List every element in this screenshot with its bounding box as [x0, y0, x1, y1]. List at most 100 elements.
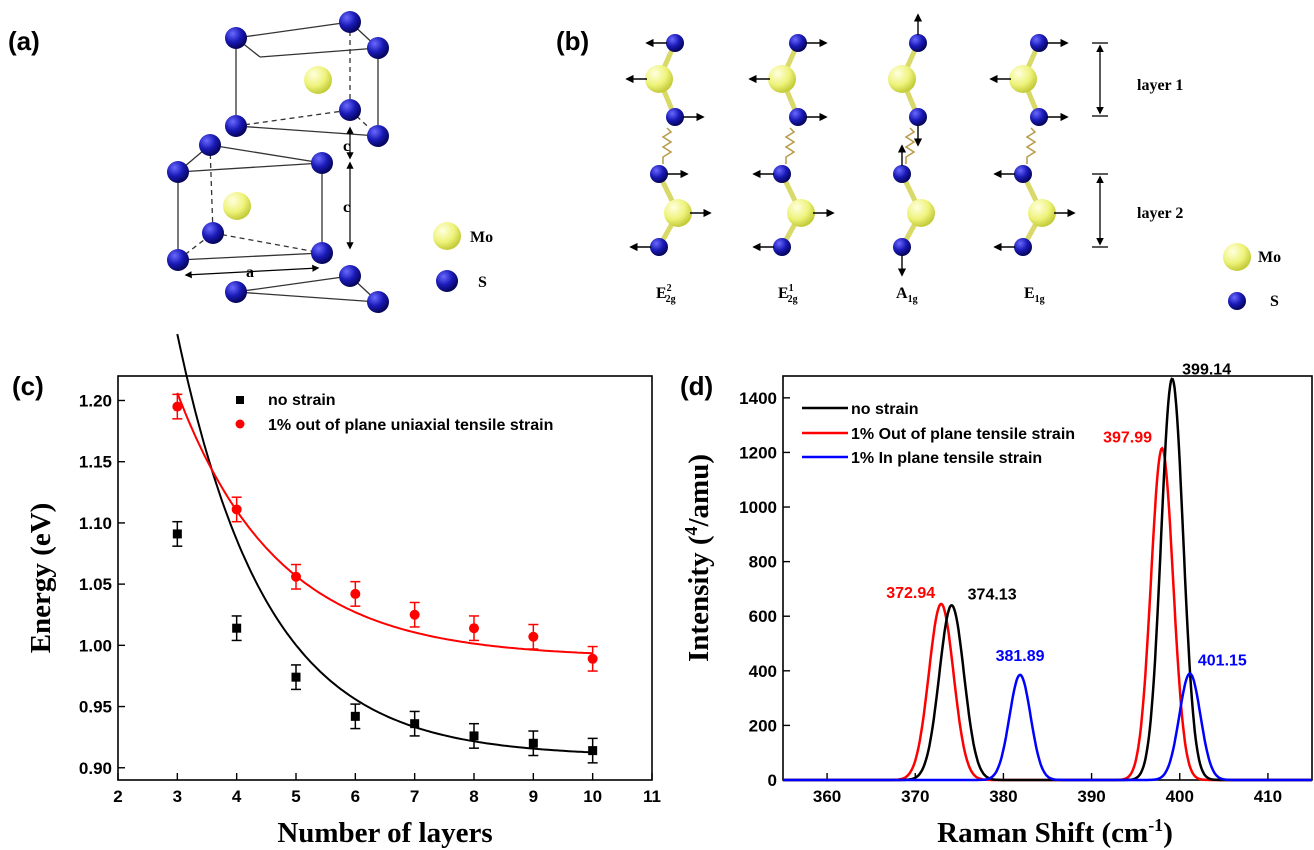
y-tick-label: 1.00 — [79, 636, 112, 655]
mo-atom — [304, 66, 332, 94]
data-point — [528, 738, 538, 748]
y-tick-label: 200 — [749, 716, 777, 735]
x-tick-label: 6 — [351, 787, 360, 806]
dim-c-half-label: c — [343, 138, 350, 155]
y-tick-label: 600 — [749, 607, 777, 626]
s-atom — [367, 37, 389, 59]
atoms-a — [167, 11, 389, 313]
mode-diagram — [888, 13, 935, 277]
data-point — [528, 631, 539, 642]
s-atom — [367, 125, 389, 147]
x-tick-label: 10 — [583, 787, 602, 806]
dim-a-label: a — [246, 264, 254, 281]
y-tick-label: 800 — [749, 553, 777, 572]
layer-2-label: layer 2 — [1137, 205, 1183, 222]
legend-mo-swatch — [433, 222, 461, 250]
x-tick-label: 5 — [291, 787, 300, 806]
data-point — [409, 609, 420, 620]
panel-c-x-axis-title: Number of layers — [277, 817, 492, 849]
mode-e1g-label: E1g — [1024, 285, 1045, 305]
legend-mo-swatch — [1223, 243, 1251, 271]
s-atom — [225, 115, 247, 137]
panel-a-crystal-structure: (a) — [8, 11, 493, 313]
data-point — [291, 571, 301, 582]
s-atom — [167, 161, 189, 183]
legend-no-strain-label: no strain — [851, 401, 919, 418]
panel-b-vibration-modes: (b) E2 2g E1 2g A1g E1g layer 1 layer 2 Mo… — [556, 13, 1281, 310]
y-tick-label: 400 — [749, 662, 777, 681]
dim-c-label: c — [343, 199, 350, 216]
y-tick-label: 0.95 — [79, 698, 112, 717]
y-tick-label: 1.15 — [79, 453, 112, 472]
mo-atom — [768, 65, 796, 93]
mode-diagram — [748, 34, 835, 256]
s-atom — [225, 27, 247, 49]
y-tick-label: 1200 — [739, 443, 777, 462]
x-tick-label: 11 — [643, 787, 661, 806]
legend-out-of-plane-marker — [235, 419, 245, 429]
mode-labels: E2 2g E1 2g A1g E1g — [656, 283, 1045, 305]
x-tick-label: 410 — [1254, 787, 1282, 806]
spectrum-line — [783, 446, 1312, 782]
mode-diagrams — [625, 13, 1076, 277]
s-atom — [773, 165, 791, 183]
legend-in-plane-label: 1% In plane tensile strain — [851, 450, 1042, 467]
mode-diagram — [625, 34, 712, 256]
panel-c-legend: no strain 1% out of plane uniaxial tensi… — [235, 392, 553, 434]
peak-label: 399.14 — [1182, 362, 1231, 379]
x-tick-label: 370 — [901, 787, 929, 806]
s-atom — [339, 99, 361, 121]
s-atom — [199, 134, 221, 156]
s-atom — [1014, 238, 1032, 256]
panel-b-label: (b) — [556, 26, 589, 56]
y-tick-label: 0 — [768, 771, 777, 790]
data-point — [172, 401, 183, 412]
data-point — [231, 504, 242, 515]
x-tick-label: 2 — [113, 787, 122, 806]
s-atom — [893, 165, 911, 183]
panel-d-x-axis-title: Raman Shift (cm-1) — [937, 815, 1173, 849]
y-tick-label: 0.90 — [79, 759, 112, 778]
panel-b-legend: Mo S — [1223, 243, 1281, 310]
legend-mo-label: Mo — [470, 229, 493, 246]
legend-s-swatch — [1228, 292, 1246, 310]
data-point — [172, 529, 182, 539]
mode-a1g-label: A1g — [896, 285, 918, 305]
layer-arrows — [1092, 42, 1108, 248]
panel-c-energy-chart: (c) 2 3 4 5 6 7 8 9 10 11 0.90 0.95 1.00 1.05 1.10 1.15… — [12, 333, 661, 849]
y-tick-label: 1.20 — [79, 391, 112, 410]
layer-1-label: layer 1 — [1137, 77, 1183, 94]
legend-s-label: S — [478, 274, 487, 291]
y-tick-label: 1.10 — [79, 514, 112, 533]
y-tick-label: 1000 — [739, 498, 777, 517]
s-atom — [339, 265, 361, 287]
s-atom — [666, 108, 684, 126]
panel-c-data-points — [172, 393, 598, 764]
s-atom — [650, 165, 668, 183]
peak-label: 372.94 — [886, 585, 935, 602]
panel-d-spectra — [783, 377, 1312, 782]
mo-atom — [1009, 65, 1037, 93]
y-tick-label: 1.05 — [79, 575, 112, 594]
interlayer-spring — [661, 127, 673, 164]
mo-atom — [664, 199, 692, 227]
x-tick-label: 390 — [1077, 787, 1105, 806]
legend-mo-label: Mo — [1258, 249, 1281, 266]
s-atom — [167, 249, 189, 271]
interlayer-spring — [1025, 127, 1037, 164]
data-point — [350, 711, 360, 721]
panel-c-y-axis-title: Energy (eV) — [25, 503, 57, 654]
peak-label: 401.15 — [1198, 653, 1247, 670]
mo-atom — [787, 199, 815, 227]
interlayer-spring — [904, 127, 916, 164]
x-tick-label: 8 — [469, 787, 478, 806]
mo-atom — [1028, 199, 1056, 227]
mo-atom — [645, 65, 673, 93]
legend-no-strain-marker — [236, 396, 244, 404]
x-tick-label: 4 — [232, 787, 242, 806]
s-atom — [1030, 108, 1048, 126]
x-tick-label: 9 — [529, 787, 538, 806]
panel-d-label: (d) — [680, 371, 713, 401]
peak-label: 381.89 — [996, 648, 1045, 665]
s-atom — [773, 238, 791, 256]
